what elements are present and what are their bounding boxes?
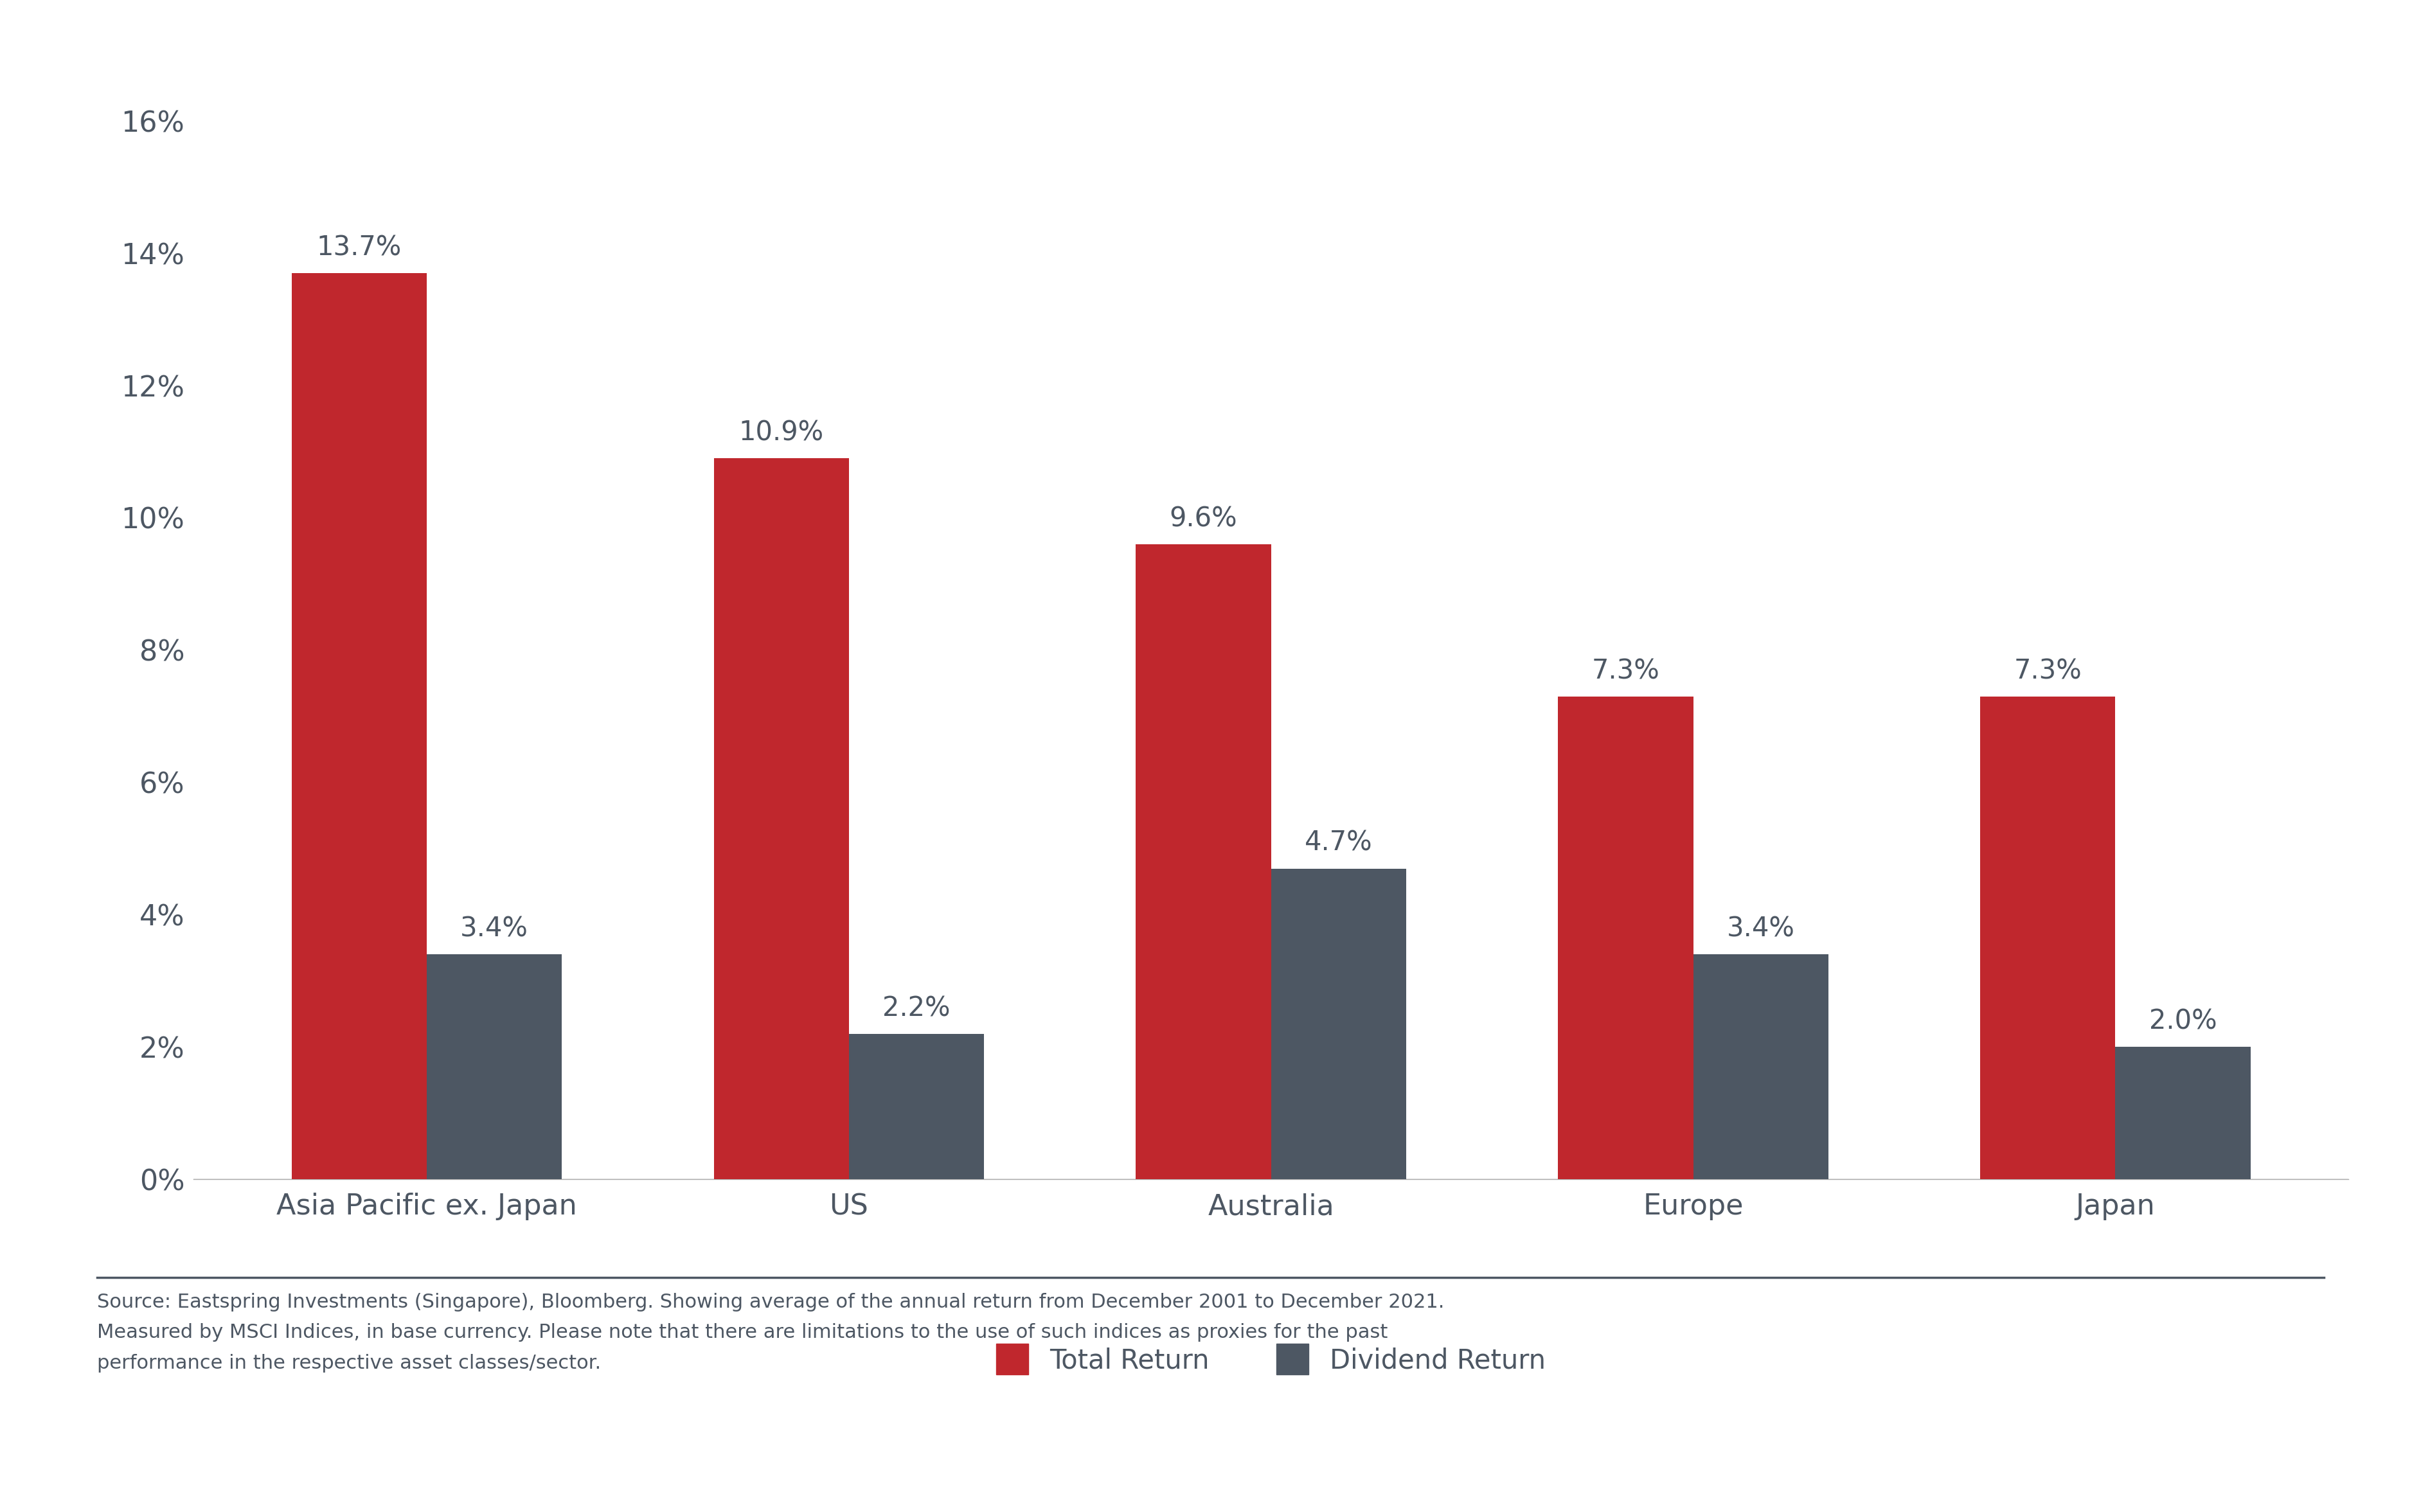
Text: 3.4%: 3.4% [460,916,528,942]
Text: 2.0%: 2.0% [2150,1009,2218,1036]
Bar [1135,544,1271,1179]
Bar [1559,697,1692,1179]
Bar [426,954,562,1179]
Bar [850,1034,983,1179]
Bar [1692,954,1828,1179]
Text: Source: Eastspring Investments (Singapore), Bloomberg. Showing average of the an: Source: Eastspring Investments (Singapor… [97,1293,1445,1373]
Legend: Total Return, Dividend Return: Total Return, Dividend Return [983,1331,1559,1388]
Text: 7.3%: 7.3% [2014,658,2082,685]
Bar [1271,868,1407,1179]
Text: 4.7%: 4.7% [1305,830,1373,856]
Bar [714,458,850,1179]
Text: 10.9%: 10.9% [738,419,823,446]
Text: 2.2%: 2.2% [884,995,951,1022]
Text: 9.6%: 9.6% [1169,505,1237,532]
Text: 7.3%: 7.3% [1591,658,1661,685]
Bar [291,274,426,1179]
Text: 3.4%: 3.4% [1726,916,1794,942]
Text: 13.7%: 13.7% [317,234,402,262]
Bar [2116,1048,2252,1179]
Bar [1980,697,2116,1179]
